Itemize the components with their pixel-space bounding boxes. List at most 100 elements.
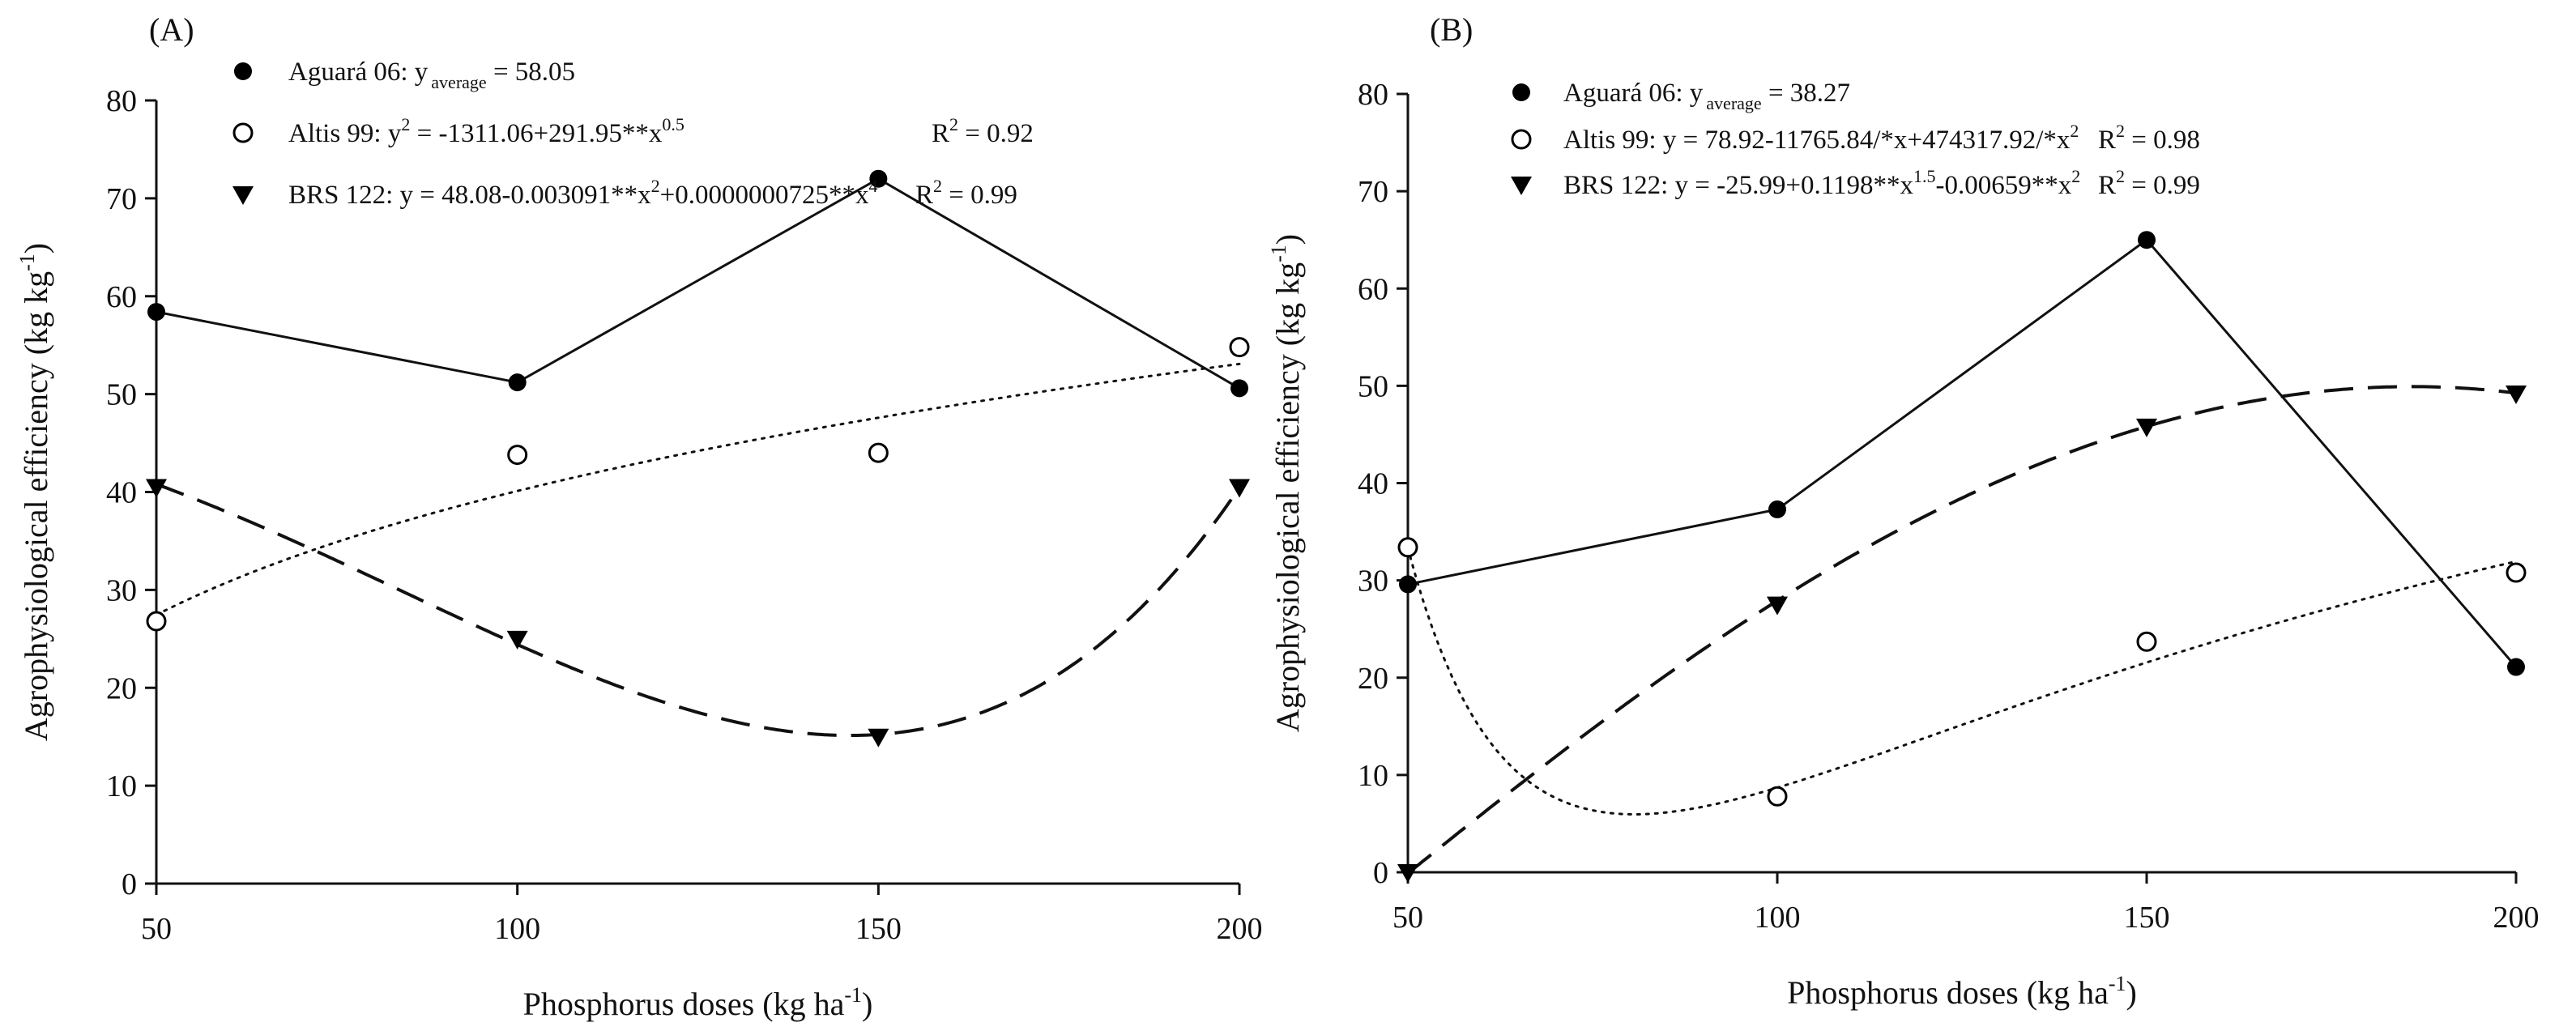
legend-label: Altis 99: y2 = -1311.06+291.95**x0.5 [288, 114, 685, 148]
legend-text: Aguará 06: y [288, 58, 429, 87]
data-point [1397, 864, 1418, 883]
legend-text: Altis 99: y [288, 119, 402, 148]
legend-text: = 0.99 [2125, 171, 2200, 200]
series-line-aguara-06 [1407, 238, 2518, 668]
y-axis-label-close: ) [1269, 234, 1306, 245]
legend-marker [1511, 129, 1532, 150]
legend-superscript: 1.5 [1913, 166, 1936, 186]
y-axis-label-close: ) [18, 243, 54, 253]
y-tick-label: 80 [106, 84, 137, 118]
y-axis-label-text: Agrophysiological efficiency (kg kg [18, 271, 54, 741]
data-point [146, 479, 167, 498]
y-tick-label: 10 [1358, 759, 1388, 793]
legend-text: = -1311.06+291.95**x [410, 119, 662, 148]
data-point [2507, 658, 2525, 676]
data-point [1229, 479, 1250, 498]
data-point [1229, 337, 1250, 358]
fitted-curve-brs-122 [1407, 385, 2517, 874]
legend-label: BRS 122: y = -25.99+0.1198**x1.5-0.00659… [1563, 166, 2080, 200]
series-altis-99 [146, 337, 1250, 632]
legend-r-squared: R2 = 0.99 [915, 176, 1017, 210]
y-tick-label: 20 [106, 671, 137, 705]
y-tick-label: 70 [106, 182, 137, 216]
x-axis-label-text: Phosphorus doses (kg ha [1787, 974, 2109, 1011]
legend-text: Aguará 06: y [1563, 79, 1704, 108]
panel-label: (B) [1430, 11, 1473, 48]
legend-text: R [915, 181, 933, 210]
x-axis-label: Phosphorus doses (kg ha-1) [1787, 972, 2137, 1011]
x-axis-label-superscript: -1 [2109, 972, 2126, 995]
series-brs-122 [146, 479, 1250, 748]
data-point [2136, 418, 2157, 437]
legend-text: R [2098, 171, 2116, 200]
legend-superscript: 2 [2116, 121, 2125, 141]
legend-text: R [2098, 126, 2116, 155]
series-aguar-06 [1399, 231, 2525, 676]
y-tick-label: 30 [106, 573, 137, 607]
x-tick-label: 150 [855, 912, 902, 946]
x-tick-label: 100 [1755, 901, 1801, 935]
legend-superscript: 2 [651, 176, 660, 196]
legend-label: Altis 99: y = 78.92-11765.84/*x+474317.9… [1563, 121, 2079, 155]
chart-panel-b: (B) 0 10 20 30 40 50 60 70 80 50 100 150 200 Phosphoru… [1267, 11, 2540, 1011]
x-axis-label-superscript: -1 [844, 983, 862, 1007]
legend-label: BRS 122: y = 48.08-0.003091**x2+0.000000… [288, 176, 878, 210]
y-tick-label: 80 [1358, 78, 1388, 112]
data-point [507, 445, 528, 466]
x-tick-label: 200 [2493, 901, 2540, 935]
legend-r-squared: R2 = 0.92 [932, 114, 1034, 148]
legend-subscript: average [431, 72, 486, 92]
y-tick-label: 40 [106, 476, 137, 510]
series-aguar-06 [147, 169, 1248, 398]
data-point [868, 728, 889, 748]
series-line-aguara-06 [156, 177, 1240, 390]
legend-r-squared: R2 = 0.99 [2098, 166, 2200, 200]
y-axis-label: Agrophysiological efficiency (kg kg-1) [15, 243, 54, 741]
y-tick-label: 40 [1358, 467, 1388, 501]
legend-text: R [932, 119, 949, 148]
x-tick-label: 50 [1392, 901, 1423, 935]
data-point [1230, 379, 1248, 398]
data-point [508, 373, 527, 392]
y-axis-label-superscript: -1 [15, 253, 39, 271]
data-point [1397, 537, 1418, 558]
legend-superscript: 2 [2116, 166, 2125, 186]
legend-text: = 58.05 [487, 58, 575, 87]
data-point [2138, 231, 2156, 249]
legend-marker [1511, 177, 1532, 195]
fitted-curve-brs-122 [156, 482, 1241, 738]
y-axis-label-superscript: -1 [1267, 245, 1290, 262]
legend-superscript: 2 [2071, 166, 2080, 186]
data-point [869, 169, 888, 188]
legend-text: BRS 122: y = 48.08-0.003091**x [288, 181, 651, 210]
y-tick-label: 30 [1358, 564, 1388, 599]
legend-superscript: 2 [401, 114, 410, 134]
legend-text: -0.00659**x [1936, 171, 2072, 200]
legend-text: = 0.92 [958, 119, 1034, 148]
y-tick-label: 60 [106, 280, 137, 314]
legend-label: Aguará 06: y average = 38.27 [1563, 79, 1850, 113]
legend-marker [232, 186, 254, 205]
data-point [868, 442, 889, 463]
y-axis-label: Agrophysiological efficiency (kg kg-1) [1267, 234, 1306, 732]
data-point [147, 303, 165, 322]
x-tick-label: 150 [2124, 901, 2170, 935]
legend-r-squared: R2 = 0.98 [2098, 121, 2200, 155]
data-point [2506, 562, 2527, 583]
y-axis-label-text: Agrophysiological efficiency (kg kg [1269, 262, 1306, 732]
x-tick-label: 100 [494, 912, 540, 946]
series-brs-122 [1397, 385, 2527, 883]
y-tick-label: 50 [106, 378, 137, 412]
data-point [2506, 385, 2527, 404]
legend-superscript: 4 [869, 176, 878, 196]
legend-marker [1512, 83, 1530, 101]
panel-label: (A) [149, 11, 194, 48]
x-tick-label: 200 [1217, 912, 1263, 946]
legend-text: = 0.99 [942, 181, 1017, 210]
legend-label: Aguará 06: y average = 58.05 [288, 58, 575, 92]
legend-text: BRS 122: y = -25.99+0.1198**x [1563, 171, 1914, 200]
fitted-curve-altis-99 [1406, 547, 2518, 816]
x-tick-label: 50 [141, 912, 172, 946]
data-point [2136, 631, 2157, 652]
